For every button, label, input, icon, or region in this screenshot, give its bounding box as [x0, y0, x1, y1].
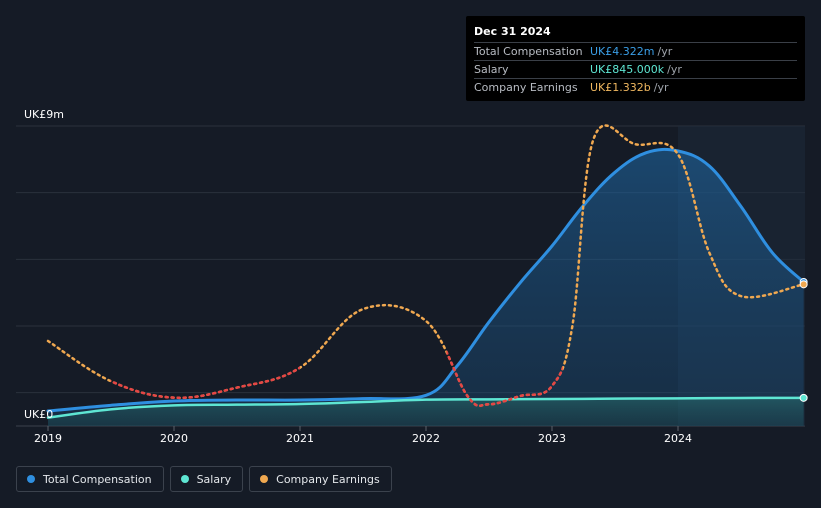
legend-dot-icon	[260, 475, 269, 483]
tooltip-label: Total Compensation	[474, 45, 583, 58]
y-axis-max-label: UK£9m	[24, 108, 64, 121]
legend: Total Compensation Salary Company Earnin…	[16, 466, 392, 492]
legend-dot-icon	[27, 475, 35, 483]
tooltip-value: UK£1.332b	[590, 81, 651, 94]
legend-label: Salary	[196, 472, 232, 486]
x-tick-label: 2023	[538, 432, 566, 445]
tooltip-value: UK£4.322m	[590, 45, 655, 58]
tooltip-date: Dec 31 2024	[474, 25, 551, 38]
legend-dot-icon	[180, 475, 189, 483]
y-axis-min-label: UK£0	[24, 408, 54, 421]
x-tick-label: 2024	[664, 432, 692, 445]
legend-item-company-earnings[interactable]: Company Earnings	[249, 466, 392, 492]
x-tick-label: 2019	[34, 432, 62, 445]
legend-item-salary[interactable]: Salary	[169, 466, 244, 492]
legend-label: Company Earnings	[276, 472, 380, 486]
company-earnings-end-marker	[799, 280, 808, 289]
areas	[48, 149, 804, 427]
salary-end-marker	[799, 393, 808, 402]
total-compensation-line	[46, 147, 806, 413]
series-lines	[46, 124, 806, 419]
tooltip-row-salary: Salary UK£845.000k /yr	[474, 60, 797, 78]
tooltip-unit: /yr	[657, 45, 673, 58]
company-earnings-negative-segment	[110, 366, 300, 400]
legend-item-total-compensation[interactable]: Total Compensation	[16, 466, 164, 492]
x-tick-label: 2020	[160, 432, 188, 445]
tooltip-unit: /yr	[653, 81, 669, 94]
tooltip-label: Company Earnings	[474, 81, 578, 94]
tooltip-row-company-earnings: Company Earnings UK£1.332b /yr	[474, 78, 797, 96]
x-tick-label: 2022	[412, 432, 440, 445]
tooltip-value: UK£845.000k	[590, 63, 665, 76]
end-markers	[799, 278, 808, 402]
tooltip-label: Salary	[474, 63, 509, 76]
tooltip: Dec 31 2024 Total Compensation UK£4.322m…	[466, 16, 805, 101]
tooltip-row-total-compensation: Total Compensation UK£4.322m /yr	[474, 42, 797, 60]
tooltip-unit: /yr	[667, 63, 682, 76]
total-compensation-area	[48, 149, 804, 427]
salary-line	[46, 396, 805, 419]
company-earnings-negative-segment	[446, 348, 563, 408]
legend-label: Total Compensation	[43, 472, 152, 486]
x-tick-label: 2021	[286, 432, 314, 445]
